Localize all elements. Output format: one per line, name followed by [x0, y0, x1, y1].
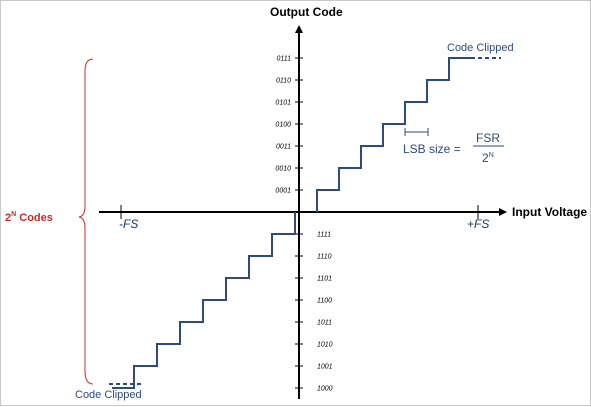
- code-label: 1100: [317, 298, 332, 305]
- code-label: 1110: [317, 254, 332, 261]
- staircase-positive: [316, 57, 472, 212]
- code-label: 1001: [317, 364, 333, 371]
- codes-brace: [78, 58, 94, 385]
- staircase-negative: [112, 212, 296, 389]
- code-label: 0011: [276, 144, 291, 151]
- code-label: 0110: [276, 78, 291, 85]
- code-clipped-bottom-label: Code Clipped: [75, 389, 142, 401]
- code-label: 1000: [317, 386, 333, 393]
- code-ticks: 0001 0010 0011 0100 0101 0110 0111 1111 1110 1101…: [275, 56, 332, 393]
- input-axis-title: Input Voltage: [512, 205, 587, 219]
- lsb-size-annotation: LSB size = FSR 2N: [403, 128, 504, 165]
- code-clipped-top-label: Code Clipped: [447, 42, 514, 54]
- pos-fs-label: +FS: [467, 217, 489, 231]
- code-label: 0001: [275, 188, 291, 195]
- lsb-denominator: 2N: [482, 151, 494, 165]
- code-label: 1011: [317, 320, 332, 327]
- codes-label: 2N Codes: [5, 211, 53, 224]
- code-label: 1010: [317, 342, 333, 349]
- code-label: 0100: [275, 122, 291, 129]
- lsb-numerator: FSR: [476, 131, 500, 145]
- code-label: 1101: [317, 276, 332, 283]
- neg-fs-label: -FS: [119, 217, 138, 231]
- output-axis-title: Output Code: [270, 5, 343, 19]
- code-label: 1111: [317, 232, 331, 239]
- code-label: 0101: [275, 100, 291, 107]
- lsb-size-text: LSB size =: [403, 142, 461, 156]
- code-label: 0111: [276, 56, 291, 63]
- code-label: 0010: [275, 166, 291, 173]
